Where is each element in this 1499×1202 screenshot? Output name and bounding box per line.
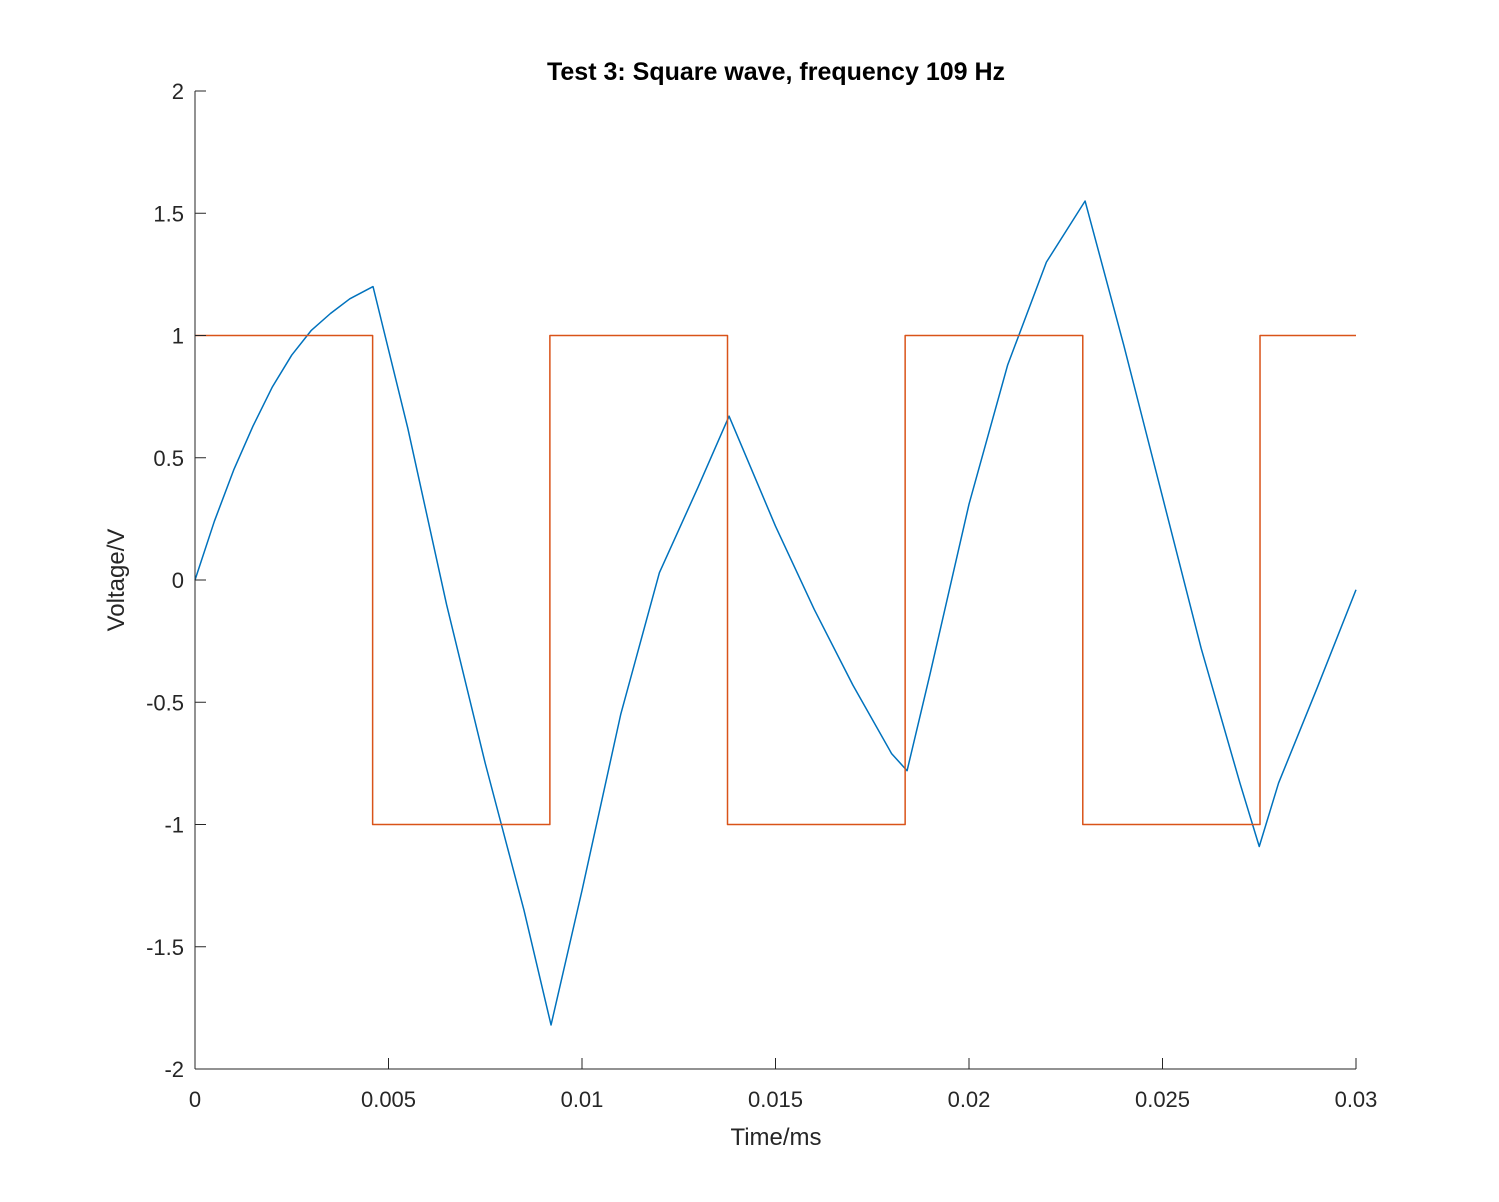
x-axis: 0 0.005 0.01 0.015 0.02 0.025 0.03 xyxy=(189,1058,1378,1112)
y-tick-label: 2 xyxy=(172,79,184,104)
chart-title: Test 3: Square wave, frequency 109 Hz xyxy=(547,58,1005,86)
y-axis: -2 -1.5 -1 -0.5 0 0.5 1 1.5 2 xyxy=(146,79,206,1082)
y-tick-label: -1.5 xyxy=(146,935,184,960)
series-line-1 xyxy=(194,200,1357,1026)
y-tick-label: 1.5 xyxy=(153,201,184,226)
y-tick-label: 0 xyxy=(172,568,184,593)
x-tick-label: 0.02 xyxy=(948,1087,991,1112)
plot-area xyxy=(194,200,1357,1026)
series-line-2 xyxy=(195,334,1356,826)
y-tick-label: -1 xyxy=(164,813,184,838)
y-tick-label: -2 xyxy=(164,1057,184,1082)
y-axis-label: Voltage/V xyxy=(103,529,130,632)
y-tick-label: 0.5 xyxy=(153,446,184,471)
x-tick-label: 0.025 xyxy=(1135,1087,1190,1112)
x-axis-label: Time/ms xyxy=(730,1124,821,1151)
y-tick-label: 1 xyxy=(172,324,184,349)
y-tick-label: -0.5 xyxy=(146,690,184,715)
x-tick-label: 0.03 xyxy=(1335,1087,1378,1112)
x-tick-label: 0 xyxy=(189,1087,201,1112)
x-tick-label: 0.015 xyxy=(748,1087,803,1112)
x-tick-label: 0.005 xyxy=(361,1087,416,1112)
x-tick-label: 0.01 xyxy=(561,1087,604,1112)
